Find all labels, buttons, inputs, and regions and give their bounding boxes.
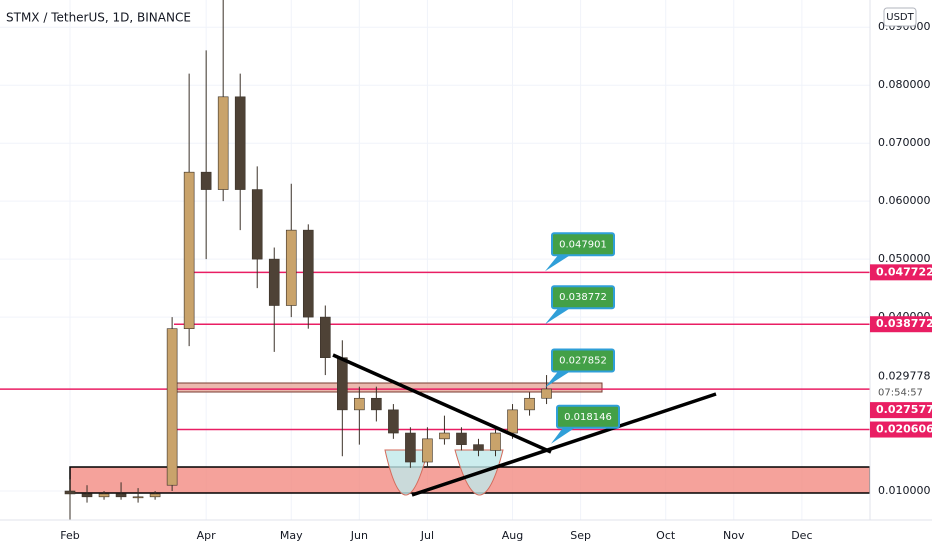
- chart-title: STMX / TetherUS, 1D, BINANCE: [6, 11, 191, 25]
- x-tick-label: Aug: [502, 529, 523, 542]
- price-lines: [0, 271, 870, 431]
- price-tag: [870, 264, 932, 281]
- x-tick-label: Jul: [420, 529, 434, 542]
- x-tick-label: Sep: [570, 529, 591, 542]
- currency-label[interactable]: USDT: [886, 12, 914, 23]
- candle-body: [524, 397, 535, 411]
- candle-body: [268, 258, 280, 306]
- candle-body: [115, 493, 127, 498]
- candle-body: [490, 432, 501, 451]
- callout-box: [551, 285, 615, 310]
- candle-body: [98, 493, 110, 498]
- callout-pointer: [545, 255, 570, 272]
- candle-body: [439, 432, 450, 440]
- candle-body: [354, 397, 365, 411]
- trend-line-up: [411, 392, 717, 497]
- price-tag: [870, 421, 932, 438]
- resistance-zone: [167, 382, 603, 393]
- x-tick-label: Feb: [60, 529, 79, 542]
- price-tag: [870, 316, 932, 333]
- callout-box: [551, 348, 615, 373]
- candle-body: [149, 493, 161, 498]
- price-tag-label: 0.020606: [876, 423, 932, 436]
- price-tag-label: 0.038772: [876, 317, 932, 330]
- callout-box: [556, 404, 620, 429]
- callout-box: [551, 232, 615, 257]
- candle-body: [456, 432, 467, 445]
- callout-label: 0.038772: [559, 292, 607, 303]
- x-tick-label: Dec: [791, 529, 812, 542]
- x-tick-label: Nov: [723, 529, 745, 542]
- y-tick-label: 0.070000: [878, 136, 931, 149]
- y-tick-label: 0.050000: [878, 252, 931, 265]
- candle-body: [200, 171, 212, 190]
- callout-pointer: [545, 308, 570, 325]
- candle-body: [234, 96, 246, 190]
- candle-body: [371, 397, 382, 411]
- candle-body: [81, 493, 93, 498]
- countdown: 07:54:57: [878, 387, 923, 398]
- x-tick-label: Apr: [197, 529, 217, 542]
- candle-body: [405, 432, 416, 463]
- candle-body: [319, 316, 331, 358]
- y-tick-label: 0.060000: [878, 194, 931, 207]
- axis: 0.0100000.0400000.0500000.0600000.070000…: [60, 20, 932, 542]
- candle-body: [183, 171, 195, 329]
- candle-body: [337, 357, 348, 411]
- callout-label: 0.018146: [564, 412, 612, 423]
- candle-body: [132, 496, 144, 499]
- current-price-label: 0.029778: [878, 369, 931, 382]
- candle-body: [166, 328, 178, 486]
- candle-body: [251, 189, 263, 260]
- callout-pointer: [545, 371, 570, 388]
- candle-body: [285, 229, 297, 306]
- x-tick-label: May: [280, 529, 303, 542]
- callout-pointer: [551, 427, 575, 444]
- trend-line-down: [332, 353, 552, 454]
- candle-body: [422, 438, 433, 463]
- x-tick-label: Jun: [350, 529, 368, 542]
- callout-label: 0.047901: [559, 239, 607, 250]
- callout-label: 0.027852: [559, 356, 607, 367]
- callouts: 0.047901 0.038772 0.027852 0.018146: [545, 232, 620, 444]
- y-tick-label: 0.010000: [878, 484, 931, 497]
- candle-body: [388, 409, 399, 434]
- price-tag-label: 0.027577: [876, 403, 932, 416]
- price-tag-label: 0.047722: [876, 265, 932, 278]
- candle-body: [302, 229, 314, 318]
- candle-body: [507, 409, 518, 434]
- candle-body: [217, 96, 229, 190]
- price-tag: [870, 402, 932, 419]
- candle-body: [541, 388, 552, 399]
- y-tick-label: 0.080000: [878, 78, 931, 91]
- candle-body: [473, 444, 484, 451]
- x-tick-label: Oct: [656, 529, 676, 542]
- candle-body: [64, 490, 76, 495]
- currency-button[interactable]: [883, 7, 917, 27]
